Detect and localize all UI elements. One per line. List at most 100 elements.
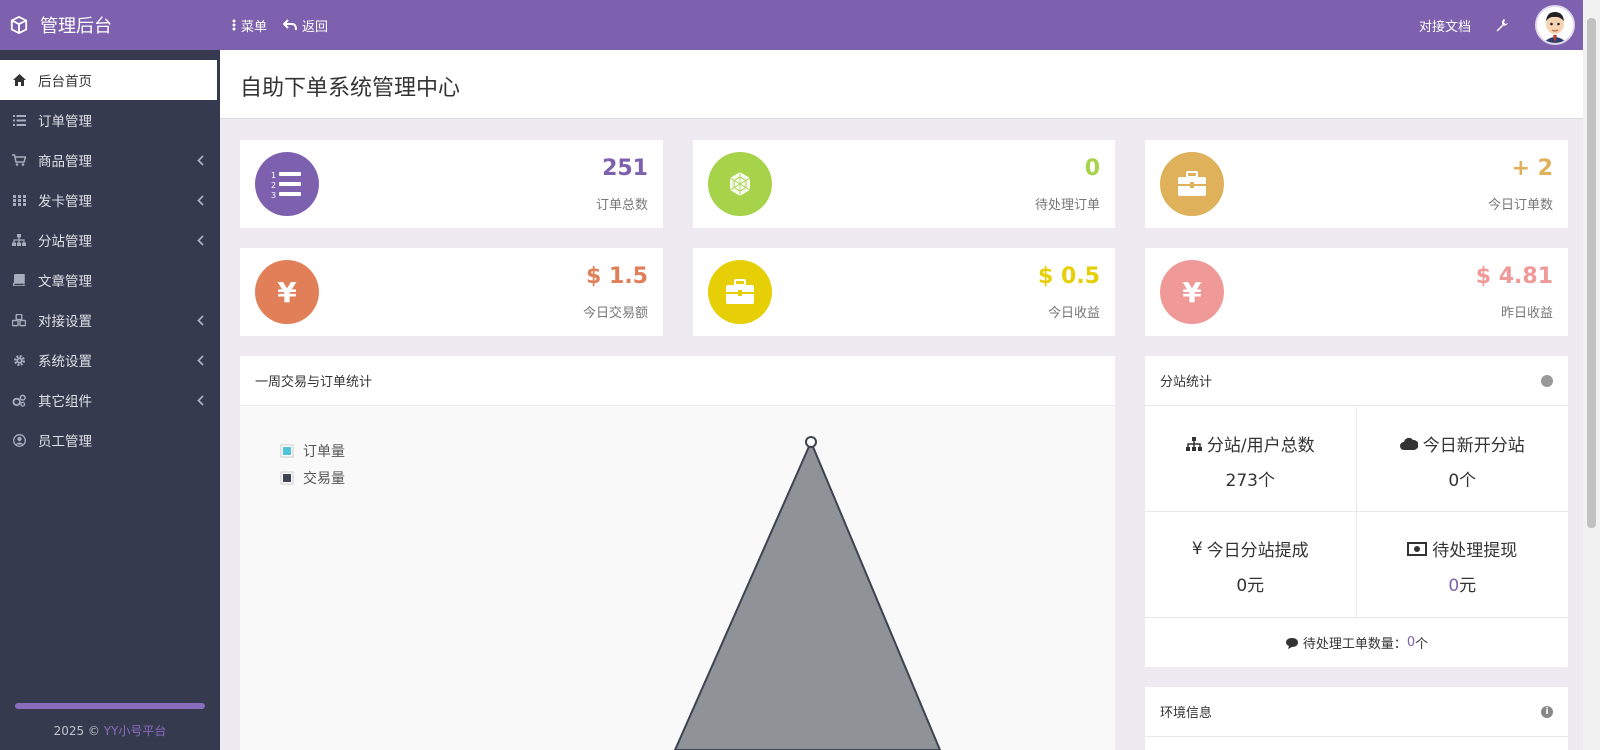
stat-value: 251 (602, 156, 648, 181)
scrollbar-thumb[interactable] (1587, 18, 1596, 528)
ticket-label: 待处理工单数量： (1302, 637, 1407, 652)
stat-label: 待处理订单 (1034, 198, 1100, 213)
hexagon-icon (708, 152, 772, 216)
sidebar-item-6[interactable]: 对接设置 (0, 300, 220, 340)
sidebar-item-7[interactable]: 系统设置 (0, 340, 220, 380)
stat-value: 273个 (1225, 471, 1275, 491)
svg-text:1: 1 (271, 171, 276, 180)
environment-panel: 环境信息 i (1145, 687, 1568, 750)
sidebar-item-label: 员工管理 (38, 434, 92, 450)
avatar[interactable] (1535, 5, 1575, 45)
sidebar-item-label: 后台首页 (38, 74, 92, 90)
sidebar-item-3[interactable]: 发卡管理 (0, 180, 220, 220)
data-point[interactable] (805, 436, 817, 448)
stat-value: $ 1.5 (586, 264, 648, 289)
sidebar-item-label: 对接设置 (38, 314, 92, 330)
chevron-left-icon (197, 354, 204, 370)
ticket-count: 0 (1406, 635, 1416, 650)
volume-area-series (673, 439, 942, 750)
info-icon[interactable]: i (1541, 706, 1553, 718)
footer-link[interactable]: YY小号平台 (103, 724, 167, 738)
panel-header: 环境信息 i (1145, 687, 1568, 737)
briefcase-icon (1160, 152, 1224, 216)
weekly-chart: 订单量 交易量 (280, 436, 942, 750)
pending-tickets[interactable]: 待处理工单数量： 0 个 (1145, 617, 1568, 667)
sidebar-item-1[interactable]: 订单管理 (0, 100, 220, 140)
cart-icon (12, 153, 26, 167)
stat-label: 今日交易额 (582, 306, 648, 321)
yen-icon: ¥ (1191, 538, 1203, 559)
stat-value: 0元 (1357, 571, 1569, 596)
stat-label: 昨日收益 (1500, 306, 1553, 321)
sidebar-item-label: 其它组件 (38, 394, 92, 410)
ticket-unit: 个 (1415, 637, 1429, 652)
grid-icon (12, 193, 26, 207)
sidebar-item-2[interactable]: 商品管理 (0, 140, 220, 180)
stat-card-yesterday-profit[interactable]: ¥ $ 4.81 昨日收益 (1145, 248, 1568, 336)
api-docs-link[interactable]: 对接文档 (1418, 19, 1471, 35)
cube-icon (10, 16, 28, 34)
stat-label: 待处理提现 (1432, 541, 1518, 561)
sidebar-item-4[interactable]: 分站管理 (0, 220, 220, 260)
stat-value: $ 4.81 (1475, 264, 1553, 289)
sidebar-item-label: 文章管理 (38, 274, 92, 290)
home-icon (12, 73, 26, 87)
withdrawal-unit: 元 (1459, 576, 1477, 596)
chevron-left-icon (197, 394, 204, 410)
briefcase-icon (708, 260, 772, 324)
cloud-icon (1399, 437, 1418, 450)
sidebar-item-9[interactable]: 员工管理 (0, 420, 220, 460)
stat-new-substations: 今日新开分站 0个 (1356, 407, 1568, 512)
sidebar-item-label: 发卡管理 (38, 194, 92, 210)
chevron-left-icon (197, 234, 204, 250)
substation-stats-panel: 分站统计 分站/用户总数 273个 今日新开分站 0个 ¥ 今日分站提成 0元 (1145, 356, 1568, 667)
stat-label: 今日订单数 (1487, 198, 1553, 213)
stat-value: 0元 (1236, 576, 1265, 596)
stat-card-today-volume[interactable]: ¥ $ 1.5 今日交易额 (240, 248, 663, 336)
stat-card-today-orders[interactable]: + 2 今日订单数 (1145, 140, 1568, 228)
list-icon (12, 113, 26, 127)
footer-year: 2025 © (53, 724, 100, 738)
chevron-left-icon (197, 154, 204, 170)
sidebar-item-label: 商品管理 (38, 154, 92, 170)
legend-label-volume[interactable]: 交易量 (303, 470, 345, 487)
book-icon (12, 273, 26, 287)
weekly-chart-panel: 一周交易与订单统计 订单量 交易量 (240, 356, 1115, 750)
svg-text:2: 2 (271, 181, 276, 190)
page-scrollbar[interactable] (1583, 0, 1600, 750)
sidebar-item-5[interactable]: 文章管理 (0, 260, 220, 300)
page-title: 自助下单系统管理中心 (240, 76, 461, 101)
menu-toggle-button[interactable]: 菜单 (232, 16, 267, 35)
stat-card-pending-orders[interactable]: 0 待处理订单 (693, 140, 1115, 228)
back-label: 返回 (302, 19, 329, 35)
yen-icon: ¥ (255, 260, 319, 324)
stat-label: 分站/用户总数 (1206, 436, 1315, 456)
stat-value: 0 (1084, 156, 1100, 181)
sidebar-item-label: 系统设置 (38, 354, 92, 370)
stat-label: 今日新开分站 (1422, 436, 1525, 456)
stat-value: $ 0.5 (1038, 264, 1100, 289)
back-button[interactable]: 返回 (283, 16, 328, 35)
top-header: 管理后台 菜单 返回 对接文档 (0, 0, 1583, 50)
chevron-left-icon (197, 314, 204, 330)
svg-text:3: 3 (271, 191, 276, 199)
cubes-icon (12, 313, 26, 327)
legend-swatch-orders-fill (283, 447, 291, 455)
sidebar-item-label: 订单管理 (38, 114, 92, 130)
status-dot-icon[interactable] (1541, 375, 1553, 387)
chart-area: 订单量 交易量 (240, 407, 1115, 750)
stat-substation-users: 分站/用户总数 273个 (1145, 407, 1357, 512)
wrench-icon[interactable] (1495, 18, 1509, 32)
user-circle-icon (12, 433, 26, 447)
legend-label-orders[interactable]: 订单量 (303, 444, 345, 460)
stat-value: + 2 (1511, 156, 1553, 181)
stat-card-today-profit[interactable]: $ 0.5 今日收益 (693, 248, 1115, 336)
sidebar-item-8[interactable]: 其它组件 (0, 380, 220, 420)
sidebar-item-0[interactable]: 后台首页 (0, 60, 217, 100)
panel-title: 一周交易与订单统计 (255, 375, 373, 390)
brand[interactable]: 管理后台 (0, 0, 220, 50)
page-header: 自助下单系统管理中心 (220, 50, 1583, 119)
menu-label: 菜单 (241, 19, 268, 35)
